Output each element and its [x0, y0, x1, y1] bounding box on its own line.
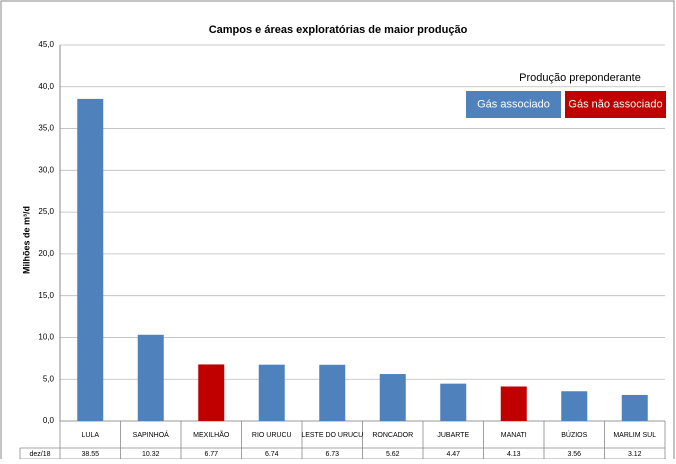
table-value: 4.47: [446, 451, 460, 458]
x-tick-label: MANATI: [501, 432, 527, 439]
y-tick-label: 35,0: [38, 124, 54, 133]
table-row-label: dez/18: [29, 451, 50, 458]
x-tick-label: BÚZIOS: [561, 430, 587, 439]
y-tick-label: 15,0: [38, 291, 54, 300]
y-tick-label: 0,0: [43, 416, 55, 425]
x-tick-label: LESTE DO URUCU: [301, 432, 363, 439]
bar: [621, 394, 648, 421]
bar: [258, 364, 285, 421]
table-value: 10.32: [142, 451, 160, 458]
table-value: 3.56: [567, 451, 581, 458]
bar: [198, 364, 225, 421]
x-tick-label: MEXILHÃO: [193, 430, 230, 439]
bar: [500, 386, 527, 421]
y-tick-label: 10,0: [38, 333, 54, 342]
legend-label: Gás não associado: [568, 98, 662, 110]
x-tick-label: LULA: [81, 432, 99, 439]
table-value: 5.62: [386, 451, 400, 458]
table-value: 6.77: [204, 451, 218, 458]
y-tick-label: 40,0: [38, 82, 54, 91]
legend-title: Produção preponderante: [519, 72, 641, 84]
x-tick-label: SAPINHOÁ: [133, 430, 170, 439]
y-tick-label: 30,0: [38, 165, 54, 174]
table-value: 4.13: [507, 451, 521, 458]
table-value: 38.55: [81, 451, 99, 458]
y-tick-label: 45,0: [38, 40, 54, 49]
table-value: 6.73: [325, 451, 339, 458]
legend-swatch: [466, 91, 561, 118]
bar: [561, 391, 588, 421]
bar: [440, 383, 467, 421]
bar: [319, 364, 346, 421]
chart-title: Campos e áreas exploratórias de maior pr…: [209, 24, 468, 36]
legend-swatch: [565, 91, 666, 118]
x-tick-label: MARLIM SUL: [613, 432, 656, 439]
y-tick-label: 5,0: [43, 374, 55, 383]
legend-label: Gás associado: [477, 98, 550, 110]
y-axis-label: Milhões de m³/d: [21, 206, 31, 274]
bar: [379, 374, 406, 421]
bar: [137, 334, 164, 421]
x-tick-label: RONCADOR: [372, 432, 413, 439]
table-value: 6.74: [265, 451, 279, 458]
x-tick-label: JUBARTE: [437, 432, 469, 439]
x-tick-label: RIO URUCU: [252, 432, 292, 439]
table-value: 3.12: [628, 451, 642, 458]
bar: [77, 98, 104, 421]
y-tick-label: 25,0: [38, 207, 54, 216]
y-tick-label: 20,0: [38, 249, 54, 258]
